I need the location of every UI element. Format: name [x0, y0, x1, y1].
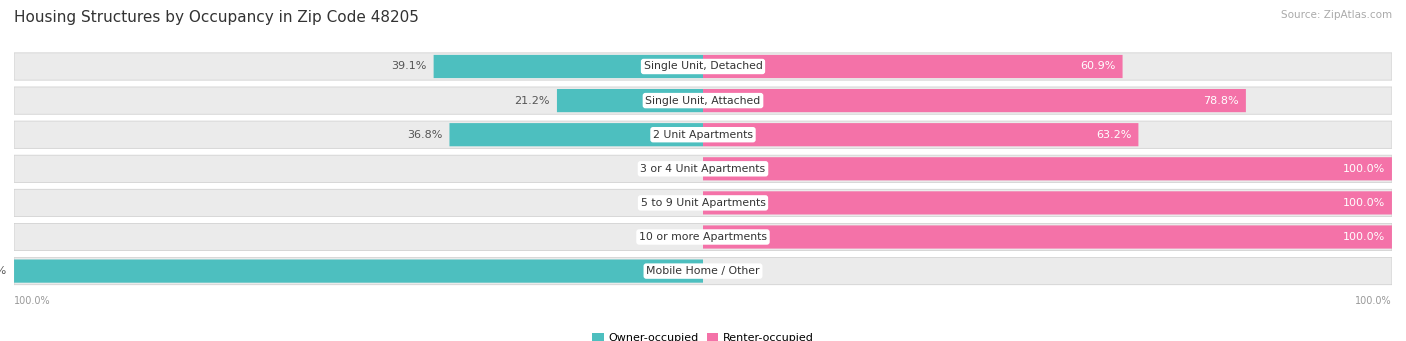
- Text: 0.0%: 0.0%: [654, 198, 682, 208]
- Text: Housing Structures by Occupancy in Zip Code 48205: Housing Structures by Occupancy in Zip C…: [14, 10, 419, 25]
- Text: 100.0%: 100.0%: [0, 266, 7, 276]
- FancyBboxPatch shape: [703, 123, 1139, 146]
- Text: 0.0%: 0.0%: [654, 232, 682, 242]
- FancyBboxPatch shape: [14, 121, 1392, 148]
- Text: 60.9%: 60.9%: [1080, 61, 1116, 72]
- Text: 100.0%: 100.0%: [1355, 296, 1392, 306]
- Text: Source: ZipAtlas.com: Source: ZipAtlas.com: [1281, 10, 1392, 20]
- FancyBboxPatch shape: [433, 55, 703, 78]
- FancyBboxPatch shape: [14, 155, 1392, 182]
- Text: 3 or 4 Unit Apartments: 3 or 4 Unit Apartments: [641, 164, 765, 174]
- FancyBboxPatch shape: [703, 157, 1392, 180]
- FancyBboxPatch shape: [14, 223, 1392, 251]
- Text: 100.0%: 100.0%: [14, 296, 51, 306]
- Text: 100.0%: 100.0%: [1343, 232, 1385, 242]
- Text: 10 or more Apartments: 10 or more Apartments: [638, 232, 768, 242]
- Text: Single Unit, Detached: Single Unit, Detached: [644, 61, 762, 72]
- FancyBboxPatch shape: [703, 55, 1122, 78]
- Text: 36.8%: 36.8%: [408, 130, 443, 140]
- FancyBboxPatch shape: [14, 53, 1392, 80]
- FancyBboxPatch shape: [450, 123, 703, 146]
- FancyBboxPatch shape: [14, 260, 703, 283]
- Legend: Owner-occupied, Renter-occupied: Owner-occupied, Renter-occupied: [588, 328, 818, 341]
- FancyBboxPatch shape: [14, 189, 1392, 217]
- FancyBboxPatch shape: [703, 191, 1392, 214]
- FancyBboxPatch shape: [703, 225, 1392, 249]
- Text: 39.1%: 39.1%: [391, 61, 427, 72]
- Text: Single Unit, Attached: Single Unit, Attached: [645, 95, 761, 106]
- Text: 21.2%: 21.2%: [515, 95, 550, 106]
- Text: 100.0%: 100.0%: [1343, 164, 1385, 174]
- Text: 5 to 9 Unit Apartments: 5 to 9 Unit Apartments: [641, 198, 765, 208]
- Text: 100.0%: 100.0%: [1343, 198, 1385, 208]
- Text: 78.8%: 78.8%: [1204, 95, 1239, 106]
- Text: 2 Unit Apartments: 2 Unit Apartments: [652, 130, 754, 140]
- Text: 63.2%: 63.2%: [1097, 130, 1132, 140]
- Text: 0.0%: 0.0%: [654, 164, 682, 174]
- FancyBboxPatch shape: [14, 87, 1392, 114]
- Text: Mobile Home / Other: Mobile Home / Other: [647, 266, 759, 276]
- FancyBboxPatch shape: [703, 89, 1246, 112]
- Text: 0.0%: 0.0%: [710, 266, 738, 276]
- FancyBboxPatch shape: [14, 257, 1392, 285]
- FancyBboxPatch shape: [557, 89, 703, 112]
